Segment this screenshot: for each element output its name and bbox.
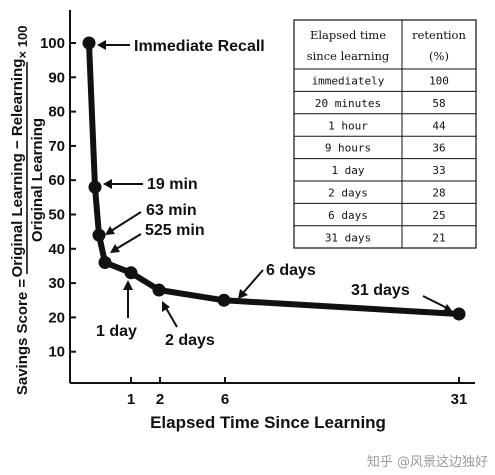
y-axis-title: Savings Score = Original Learning − Rele… <box>9 26 46 396</box>
retention-point <box>98 256 112 269</box>
table-cell-retention: 58 <box>432 97 445 110</box>
annotation-6-days: 6 days <box>266 262 316 279</box>
y-tick-label: 90 <box>48 69 65 86</box>
retention-point <box>82 36 96 50</box>
retention-point <box>452 307 466 321</box>
annotation-525-min: 525 min <box>145 222 205 239</box>
table-cell-time: immediately <box>312 75 385 88</box>
x-tick-label: 1 <box>127 391 135 408</box>
table-cell-retention: 33 <box>432 164 445 177</box>
table-header-time-line2: since learning <box>307 49 390 63</box>
annotation-immediate-recall: Immediate Recall <box>134 38 265 55</box>
table-cell-time: 2 days <box>328 187 368 200</box>
table-cell-retention: 21 <box>432 231 445 244</box>
arrow-63-min <box>105 211 142 235</box>
table-border <box>293 19 477 249</box>
annotation-19-min: 19 min <box>147 176 198 193</box>
table-cell-time: 1 day <box>331 164 364 177</box>
y-axis-title-numerator: Original Learning − Relearning <box>9 59 26 278</box>
arrow-31-days <box>422 295 453 312</box>
retention-point <box>88 180 102 194</box>
annotation-arrows <box>97 40 453 328</box>
x-tick-label: 6 <box>221 391 229 408</box>
table-cell-retention: 36 <box>432 142 445 155</box>
point-annotations: Immediate Recall 19 min 63 min 525 min 1… <box>96 38 410 349</box>
arrow-2-days <box>162 301 178 328</box>
y-axis-title-suffix: × 100 <box>15 26 30 59</box>
table-cell-time: 31 days <box>325 231 371 244</box>
x-ticks: 1 2 6 31 <box>127 377 468 408</box>
annotation-31-days: 31 days <box>351 282 410 299</box>
retention-point <box>92 228 106 242</box>
y-ticks: 10 20 30 40 50 60 70 80 90 100 <box>40 35 76 361</box>
y-axis-title-prefix: Savings Score = <box>14 279 31 396</box>
retention-point <box>217 293 231 307</box>
y-tick-label: 60 <box>48 172 65 189</box>
y-axis-title-denominator: Original Learning <box>29 118 46 242</box>
arrow-1-day <box>123 280 133 318</box>
y-tick-label: 100 <box>40 35 65 52</box>
x-tick-label: 31 <box>451 391 468 408</box>
table-cell-time: 9 hours <box>325 142 371 155</box>
x-tick-label: 2 <box>156 391 164 408</box>
retention-curve <box>82 36 466 321</box>
table-header-time-line1: Elapsed time <box>310 28 386 42</box>
retention-point <box>124 266 138 280</box>
retention-point <box>152 283 166 297</box>
table-cell-time: 20 minutes <box>315 97 381 110</box>
retention-table: Elapsed time since learning retention (%… <box>293 19 477 249</box>
y-tick-label: 70 <box>48 138 65 155</box>
y-tick-label: 40 <box>48 241 65 258</box>
watermark-text: 知乎 @风景这边独好 <box>367 454 488 470</box>
y-tick-label: 20 <box>48 309 65 326</box>
retention-line <box>86 40 462 317</box>
annotation-63-min: 63 min <box>146 202 197 219</box>
table-cell-retention: 44 <box>432 119 446 132</box>
arrow-19-min <box>103 179 143 189</box>
annotation-2-days: 2 days <box>165 332 215 349</box>
table-cell-retention: 28 <box>432 187 445 200</box>
table-header-retention-line2: (%) <box>429 49 449 63</box>
annotation-1-day: 1 day <box>96 323 137 340</box>
arrow-525-min <box>110 233 142 253</box>
arrow-6-days <box>238 269 264 299</box>
arrow-immediate-recall <box>97 40 130 50</box>
x-axis-title: Elapsed Time Since Learning <box>150 413 386 432</box>
table-header-retention-line1: retention <box>412 28 466 42</box>
table-cell-time: 6 days <box>328 209 368 222</box>
table-cell-retention: 100 <box>429 75 449 88</box>
y-tick-label: 30 <box>48 275 65 292</box>
y-tick-label: 80 <box>48 104 65 121</box>
table-cell-retention: 25 <box>432 209 445 222</box>
table-rows: immediately 100 20 minutes 58 1 hour 44 9 hour… <box>312 75 449 245</box>
table-cell-time: 1 hour <box>328 119 368 132</box>
y-tick-label: 50 <box>48 207 65 224</box>
y-tick-label: 10 <box>48 344 65 361</box>
